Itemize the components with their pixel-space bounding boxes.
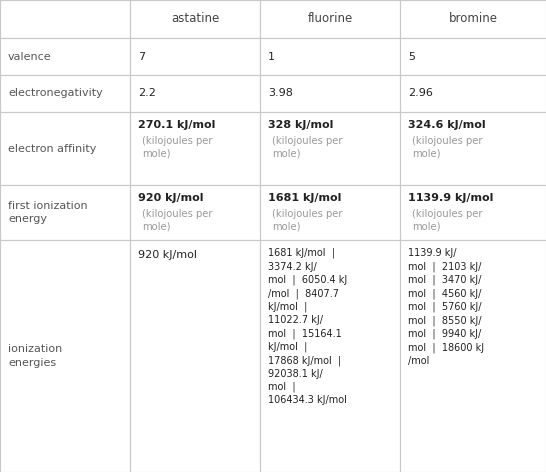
Text: 7: 7 <box>138 51 145 61</box>
Text: 5: 5 <box>408 51 415 61</box>
Text: 270.1 kJ/mol: 270.1 kJ/mol <box>138 120 215 130</box>
Bar <box>400 240 546 472</box>
Text: astatine: astatine <box>171 12 219 25</box>
Bar <box>400 0 546 38</box>
Text: (kilojoules per
mole): (kilojoules per mole) <box>272 209 342 231</box>
Text: 2.96: 2.96 <box>408 89 433 99</box>
Text: 1681 kJ/mol: 1681 kJ/mol <box>268 193 341 203</box>
Text: (kilojoules per
mole): (kilojoules per mole) <box>412 136 483 159</box>
Bar <box>400 185 546 240</box>
Bar <box>130 0 260 38</box>
Bar <box>400 75 546 112</box>
Bar <box>130 112 260 185</box>
Text: 3.98: 3.98 <box>268 89 293 99</box>
Bar <box>130 75 260 112</box>
Bar <box>260 185 400 240</box>
Text: 920 kJ/mol: 920 kJ/mol <box>138 193 204 203</box>
Text: bromine: bromine <box>448 12 497 25</box>
Text: 1139.9 kJ/
mol  |  2103 kJ/
mol  |  3470 kJ/
mol  |  4560 kJ/
mol  |  5760 kJ/
m: 1139.9 kJ/ mol | 2103 kJ/ mol | 3470 kJ/… <box>408 248 484 366</box>
Text: 1681 kJ/mol  |
3374.2 kJ/
mol  |  6050.4 kJ
/mol  |  8407.7
kJ/mol  |
11022.7 kJ: 1681 kJ/mol | 3374.2 kJ/ mol | 6050.4 kJ… <box>268 248 347 405</box>
Bar <box>130 185 260 240</box>
Text: (kilojoules per
mole): (kilojoules per mole) <box>272 136 342 159</box>
Bar <box>0 0 130 38</box>
Bar <box>260 0 400 38</box>
Text: ionization
energies: ionization energies <box>8 345 62 368</box>
Bar <box>260 75 400 112</box>
Text: 1: 1 <box>268 51 275 61</box>
Text: electron affinity: electron affinity <box>8 143 97 153</box>
Bar <box>260 240 400 472</box>
Bar <box>400 112 546 185</box>
Text: 2.2: 2.2 <box>138 89 156 99</box>
Text: 328 kJ/mol: 328 kJ/mol <box>268 120 334 130</box>
Bar <box>0 112 130 185</box>
Bar <box>0 38 130 75</box>
Bar <box>0 240 130 472</box>
Bar <box>130 240 260 472</box>
Bar <box>0 185 130 240</box>
Text: 920 kJ/mol: 920 kJ/mol <box>138 250 197 260</box>
Bar <box>130 38 260 75</box>
Text: 324.6 kJ/mol: 324.6 kJ/mol <box>408 120 485 130</box>
Bar <box>0 75 130 112</box>
Bar <box>260 38 400 75</box>
Bar <box>400 38 546 75</box>
Text: (kilojoules per
mole): (kilojoules per mole) <box>142 209 212 231</box>
Text: first ionization
energy: first ionization energy <box>8 201 87 224</box>
Text: electronegativity: electronegativity <box>8 89 103 99</box>
Text: fluorine: fluorine <box>307 12 353 25</box>
Bar <box>260 112 400 185</box>
Text: 1139.9 kJ/mol: 1139.9 kJ/mol <box>408 193 494 203</box>
Text: (kilojoules per
mole): (kilojoules per mole) <box>142 136 212 159</box>
Text: (kilojoules per
mole): (kilojoules per mole) <box>412 209 483 231</box>
Text: valence: valence <box>8 51 52 61</box>
